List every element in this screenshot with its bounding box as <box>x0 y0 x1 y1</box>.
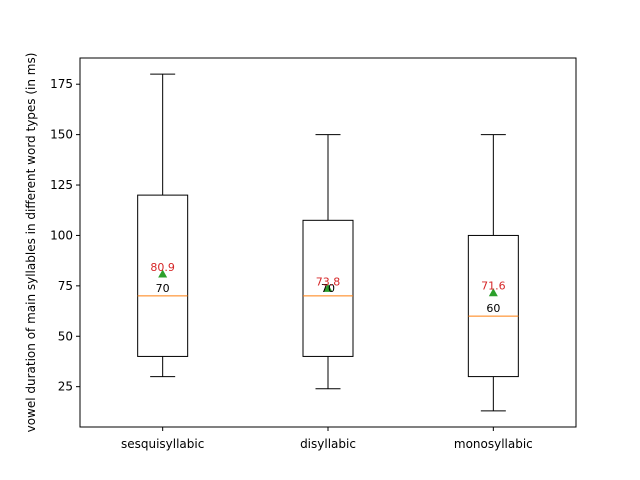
x-tick-label: sesquisyllabic <box>121 437 204 451</box>
box-monosyllabic: 60 71.6 <box>467 134 519 412</box>
box-iqr <box>137 194 189 357</box>
median-label: 70 <box>321 282 335 295</box>
y-tick-label: 25 <box>58 380 73 394</box>
y-tick-label: 125 <box>50 178 73 192</box>
y-tick-label: 150 <box>50 128 73 142</box>
mean-label: 71.6 <box>481 280 506 293</box>
box-iqr <box>302 219 354 357</box>
box-sesquisyllabic: 70 80.9 <box>137 73 189 378</box>
y-tick-label: 75 <box>58 279 73 293</box>
median-label: 70 <box>156 282 170 295</box>
box-iqr <box>467 234 519 378</box>
y-axis-label: vowel duration of main syllables in diff… <box>24 53 38 433</box>
x-tick-label: monosyllabic <box>454 437 533 451</box>
mean-marker <box>323 283 333 292</box>
mean-marker <box>158 269 168 278</box>
x-tick-label: disyllabic <box>300 437 356 451</box>
mean-label: 73.8 <box>316 275 341 288</box>
y-tick-label: 175 <box>50 77 73 91</box>
y-tick-label: 50 <box>58 329 73 343</box>
mean-label: 80.9 <box>150 261 175 274</box>
y-tick-label: 100 <box>50 228 73 242</box>
mean-marker <box>488 288 498 297</box>
median-label: 60 <box>486 302 500 315</box>
